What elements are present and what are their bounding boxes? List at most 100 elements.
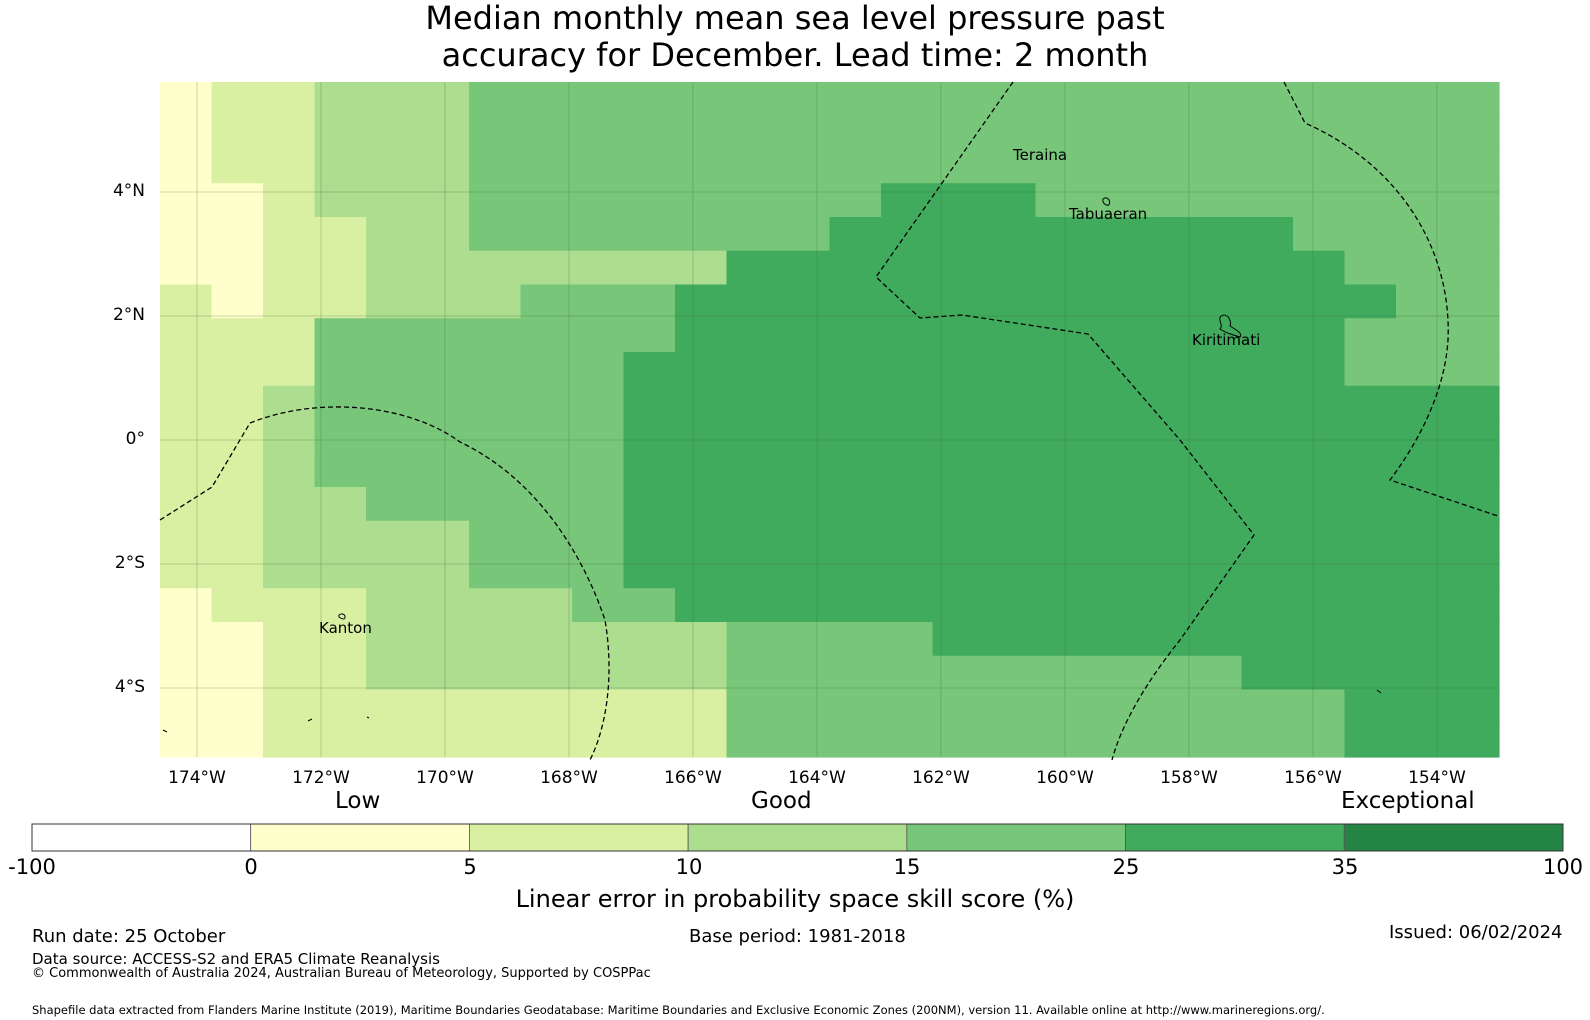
skill-cell [211,588,264,623]
skill-cell [1138,115,1191,151]
skill-cell [726,250,779,286]
island-small-2 [366,716,370,719]
skill-cell [263,82,316,117]
skill-cell [572,385,625,421]
lat-tick-2s: 2°S [114,553,145,573]
skill-cell [520,689,573,724]
skill-cell [160,183,213,218]
skill-cell [1035,453,1088,488]
skill-cell [778,622,831,657]
lat-tick-4s: 4°S [114,677,145,697]
skill-cell [417,82,470,117]
skill-cell [675,689,728,724]
lon-tick-158w: 158°W [1160,768,1218,788]
skill-cell [932,723,985,758]
skill-cell [314,554,367,589]
skill-cell [984,250,1037,286]
skill-cell [314,82,367,117]
skill-cell [675,419,728,454]
skill-cell [932,655,985,691]
skill-cell [314,689,367,724]
skill-cell [623,487,676,522]
skill-cell [314,723,367,758]
skill-cell [984,149,1037,184]
skill-cell [520,520,573,556]
skill-cell [1396,284,1449,319]
skill-cell [726,284,779,319]
skill-cell [160,453,213,488]
skill-cell [1138,250,1191,286]
skill-cell [932,554,985,589]
skill-cell [829,453,882,488]
run-date: Run date: 25 October [32,926,226,947]
skill-cell [829,217,882,252]
skill-cell [1035,217,1088,252]
skill-cell [829,520,882,556]
place-label-tabuaeran: Tabuaeran [1069,205,1148,223]
skill-cell [675,487,728,522]
skill-cell [881,689,934,724]
skill-cell [829,588,882,623]
skill-cell [572,487,625,522]
skill-cell [263,689,316,724]
skill-cell [778,554,831,589]
skill-cell [314,487,367,522]
skill-cell [778,419,831,454]
colorbar [31,823,1564,852]
island-kiritimati [1219,314,1242,338]
skill-cell [1138,284,1191,319]
skill-cell [211,723,264,758]
skill-cell [572,82,625,117]
skill-cell [1396,419,1449,454]
skill-cell [263,520,316,556]
skill-cell [1035,622,1088,657]
skill-grid [160,82,1500,758]
skill-cell [572,250,625,286]
skill-cell [211,385,264,421]
legend-category-good: Good [751,788,812,814]
skill-cell [263,352,316,387]
skill-cell [469,520,522,556]
skill-cell [1190,487,1243,522]
skill-cell [1087,217,1140,252]
skill-cell [211,115,264,151]
skill-cell [1396,520,1449,556]
colorbar-tick-35: 35 [1331,855,1359,879]
skill-cell [623,588,676,623]
skill-cell [1035,385,1088,421]
skill-cell [881,149,934,184]
skill-cell [829,385,882,421]
skill-cell [1396,183,1449,218]
skill-cell [160,689,213,724]
colorbar-tick-0: 0 [244,855,258,879]
skill-cell [1447,520,1500,556]
skill-cell [211,419,264,454]
skill-cell [469,419,522,454]
skill-cell [726,82,779,117]
skill-cell [1087,82,1140,117]
skill-cell [984,622,1037,657]
skill-cell [1190,588,1243,623]
skill-cell [881,487,934,522]
skill-cell [778,520,831,556]
skill-cell [469,250,522,286]
skill-cell [881,419,934,454]
skill-cell [1293,689,1346,724]
skill-cell [366,419,419,454]
skill-cell [160,588,213,623]
skill-cell [1447,689,1500,724]
skill-cell [1190,82,1243,117]
skill-cell [1293,655,1346,691]
skill-cell [1138,352,1191,387]
skill-cell [520,453,573,488]
skill-cell [932,149,985,184]
skill-cell [160,115,213,151]
skill-cell [726,183,779,218]
skill-cell [1293,520,1346,556]
skill-cell [520,352,573,387]
skill-cell [932,622,985,657]
colorbar-segment [1125,823,1345,852]
skill-cell [881,554,934,589]
skill-cell [1190,385,1243,421]
skill-cell [829,622,882,657]
